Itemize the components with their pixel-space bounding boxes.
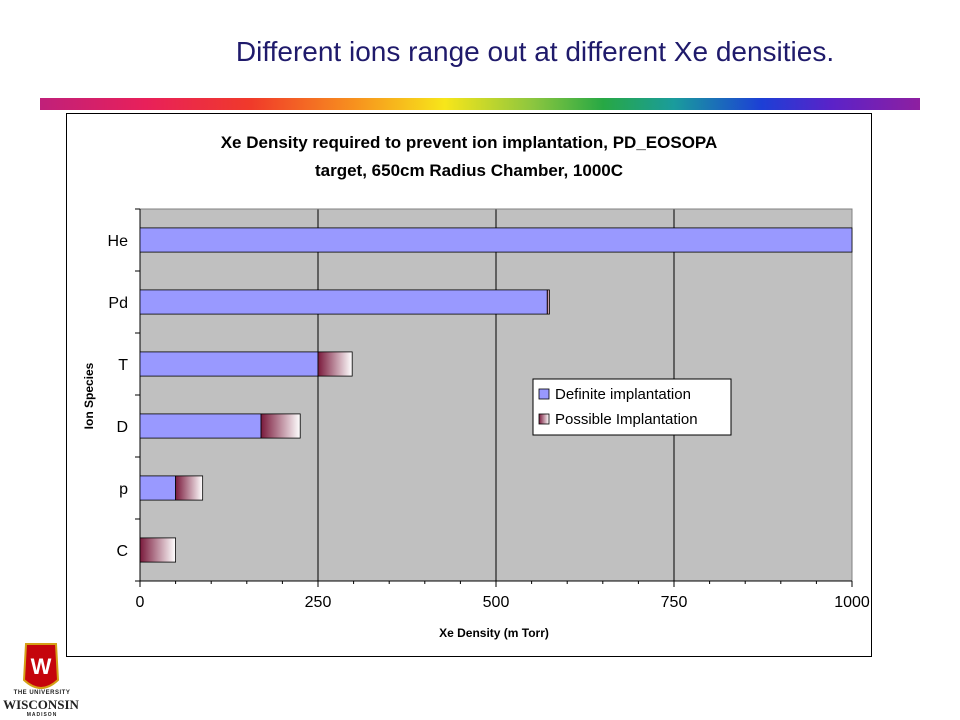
y-axis-label: Ion Species <box>82 362 96 429</box>
y-tick-label: C <box>116 543 128 560</box>
university-crest-logo: W <box>22 643 60 689</box>
legend-swatch <box>538 388 550 400</box>
y-tick-label: T <box>118 357 128 374</box>
y-tick-label: D <box>116 419 128 436</box>
chart-svg: Xe Density required to prevent ion impla… <box>82 133 870 640</box>
chart-title-line2: target, 650cm Radius Chamber, 1000C <box>315 161 623 180</box>
bar-possible-d <box>260 413 301 439</box>
bar-possible-pd <box>546 289 550 315</box>
logo-line1: THE UNIVERSITY <box>13 690 71 696</box>
bar-definite-t <box>139 351 319 377</box>
logo-line3: MADISON <box>26 712 58 718</box>
rainbow-divider <box>40 98 920 110</box>
y-tick-label: p <box>119 481 128 498</box>
chart-frame: Xe Density required to prevent ion impla… <box>66 113 872 657</box>
bar-definite-d <box>139 413 262 439</box>
x-tick-label: 500 <box>483 594 510 611</box>
bar-possible-t <box>317 351 353 377</box>
legend-label: Definite implantation <box>555 386 691 403</box>
chart-title-line1: Xe Density required to prevent ion impla… <box>221 133 718 152</box>
svg-text:W: W <box>31 654 52 679</box>
bar-possible-p <box>175 475 204 501</box>
bar-definite-pd <box>139 289 548 315</box>
bar-definite-he <box>139 227 853 253</box>
x-tick-label: 1000 <box>834 594 870 611</box>
x-tick-label: 250 <box>305 594 332 611</box>
y-tick-label: Pd <box>108 295 128 312</box>
logo-line2: WISCONSIN <box>3 697 79 712</box>
x-axis-label: Xe Density (m Torr) <box>439 626 549 640</box>
legend-box <box>532 378 732 436</box>
legend-swatch <box>538 413 550 425</box>
bar-definite-p <box>139 475 176 501</box>
x-tick-label: 0 <box>136 594 145 611</box>
y-tick-label: He <box>108 233 129 250</box>
slide-title: Different ions range out at different Xe… <box>235 36 835 67</box>
legend-label: Possible Implantation <box>555 411 698 428</box>
x-tick-label: 750 <box>661 594 688 611</box>
bar-possible-c <box>139 537 176 563</box>
